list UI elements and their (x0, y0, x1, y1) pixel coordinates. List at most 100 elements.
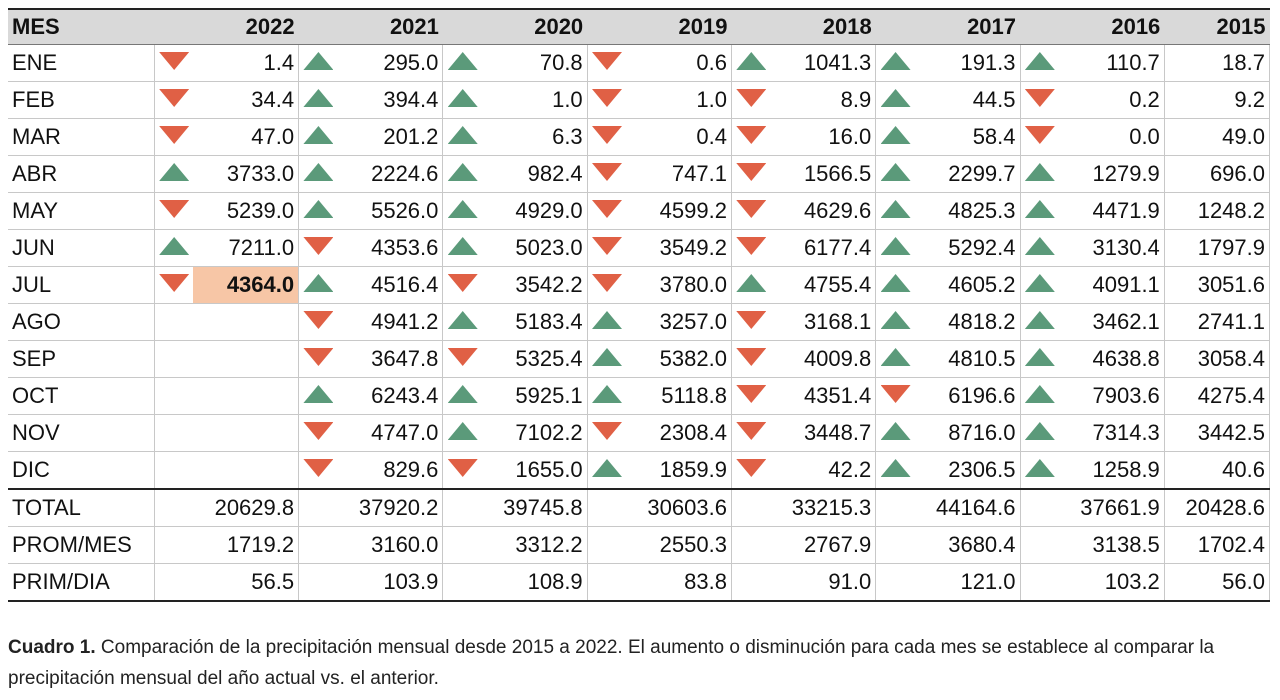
triangle-down-icon (303, 459, 334, 477)
value-cell: 3780.0 (626, 266, 732, 304)
triangle-down-icon (592, 89, 622, 107)
trend-cell (442, 155, 483, 193)
triangle-down-icon (736, 385, 767, 403)
table-row: MAY 5239.0 5526.0 4929.0 4599.2 4629.6 4825.3 4… (8, 192, 1271, 230)
triangle-up-icon (592, 348, 622, 366)
trend-cell (731, 303, 771, 341)
trend-cell (442, 340, 483, 378)
triangle-down-icon (736, 163, 767, 181)
triangle-down-icon (159, 52, 190, 70)
table-row: OCT 6243.4 5925.1 5118.8 4351.4 6196.6 7903.6 4… (8, 377, 1271, 415)
table-row: AGO 4941.2 5183.4 3257.0 3168.1 4818.2 3462.1 2… (8, 303, 1271, 341)
trend-cell (298, 303, 338, 341)
triangle-up-icon (447, 163, 478, 181)
month-cell: SEP (8, 340, 155, 378)
trend-cell (442, 377, 483, 415)
value-cell: 4351.4 (770, 377, 877, 415)
summary-value: 121.0 (875, 563, 1021, 602)
trend-cell (154, 303, 194, 341)
triangle-down-icon (736, 126, 767, 144)
value-cell: 2308.4 (626, 414, 732, 452)
value-cell: 394.4 (337, 81, 444, 119)
value-cell: 3462.1 (1059, 303, 1165, 341)
trend-cell (154, 155, 194, 193)
summary-value: 2767.9 (731, 526, 877, 564)
value-cell: 5023.0 (482, 229, 588, 267)
triangle-down-icon (592, 126, 622, 144)
value-cell: 4471.9 (1059, 192, 1165, 230)
value-cell: 4605.2 (914, 266, 1021, 304)
value-cell: 3257.0 (626, 303, 732, 341)
value-cell: 34.4 (193, 81, 300, 119)
table-row: JUL 4364.0 4516.4 3542.2 3780.0 4755.4 4605.2 4… (8, 266, 1271, 304)
value-cell: 3549.2 (626, 229, 732, 267)
trend-cell (154, 340, 194, 378)
value-cell: 8716.0 (914, 414, 1021, 452)
triangle-up-icon (880, 311, 911, 329)
value-cell: 5382.0 (626, 340, 732, 378)
triangle-up-icon (159, 237, 190, 255)
summary-value: 3138.5 (1020, 526, 1165, 564)
triangle-up-icon (880, 126, 911, 144)
value-cell: 42.2 (770, 451, 877, 490)
triangle-down-icon (1024, 126, 1055, 144)
triangle-down-icon (303, 348, 334, 366)
trend-cell (875, 340, 915, 378)
value-cell: 5118.8 (626, 377, 732, 415)
trend-cell (298, 414, 338, 452)
value-cell: 40.6 (1164, 451, 1271, 490)
month-cell: MAR (8, 118, 155, 156)
value-cell: 6177.4 (770, 229, 877, 267)
value-cell: 6.3 (482, 118, 588, 156)
trend-cell (298, 266, 338, 304)
summary-value: 37661.9 (1020, 488, 1165, 527)
value-cell: 0.4 (626, 118, 732, 156)
trend-cell (875, 44, 915, 82)
value-cell: 18.7 (1164, 44, 1271, 82)
header-year: 2020 (442, 8, 588, 45)
summary-value: 20428.6 (1164, 488, 1271, 527)
value-cell: 110.7 (1059, 44, 1165, 82)
value-cell: 1655.0 (482, 451, 588, 490)
trend-cell (731, 451, 771, 490)
value-cell: 6243.4 (337, 377, 444, 415)
triangle-down-icon (736, 200, 767, 218)
triangle-down-icon (592, 200, 622, 218)
triangle-up-icon (1024, 422, 1055, 440)
summary-value: 3680.4 (875, 526, 1021, 564)
triangle-up-icon (447, 52, 478, 70)
value-cell: 4629.6 (770, 192, 877, 230)
summary-value: 1702.4 (1164, 526, 1271, 564)
trend-cell (154, 192, 194, 230)
triangle-up-icon (1024, 459, 1055, 477)
summary-value: 20629.8 (154, 488, 300, 527)
triangle-down-icon (159, 89, 190, 107)
triangle-up-icon (303, 163, 334, 181)
trend-cell (587, 414, 627, 452)
summary-label: TOTAL (8, 488, 155, 527)
value-cell: 7903.6 (1059, 377, 1165, 415)
trend-cell (731, 414, 771, 452)
trend-cell (442, 303, 483, 341)
trend-cell (1020, 192, 1060, 230)
trend-cell (442, 192, 483, 230)
value-cell: 3442.5 (1164, 414, 1271, 452)
value-cell: 5925.1 (482, 377, 588, 415)
triangle-down-icon (736, 89, 767, 107)
caption-label: Cuadro 1. (8, 637, 96, 658)
value-cell: 1566.5 (770, 155, 877, 193)
value-cell: 9.2 (1164, 81, 1271, 119)
value-cell (193, 451, 300, 490)
summary-value: 39745.8 (442, 488, 588, 527)
value-cell: 191.3 (914, 44, 1021, 82)
triangle-up-icon (303, 274, 334, 292)
value-cell: 5183.4 (482, 303, 588, 341)
trend-cell (587, 377, 627, 415)
value-cell: 4638.8 (1059, 340, 1165, 378)
triangle-down-icon (592, 163, 622, 181)
trend-cell (875, 118, 915, 156)
trend-cell (587, 155, 627, 193)
trend-cell (442, 81, 483, 119)
trend-cell (442, 118, 483, 156)
month-cell: JUN (8, 229, 155, 267)
